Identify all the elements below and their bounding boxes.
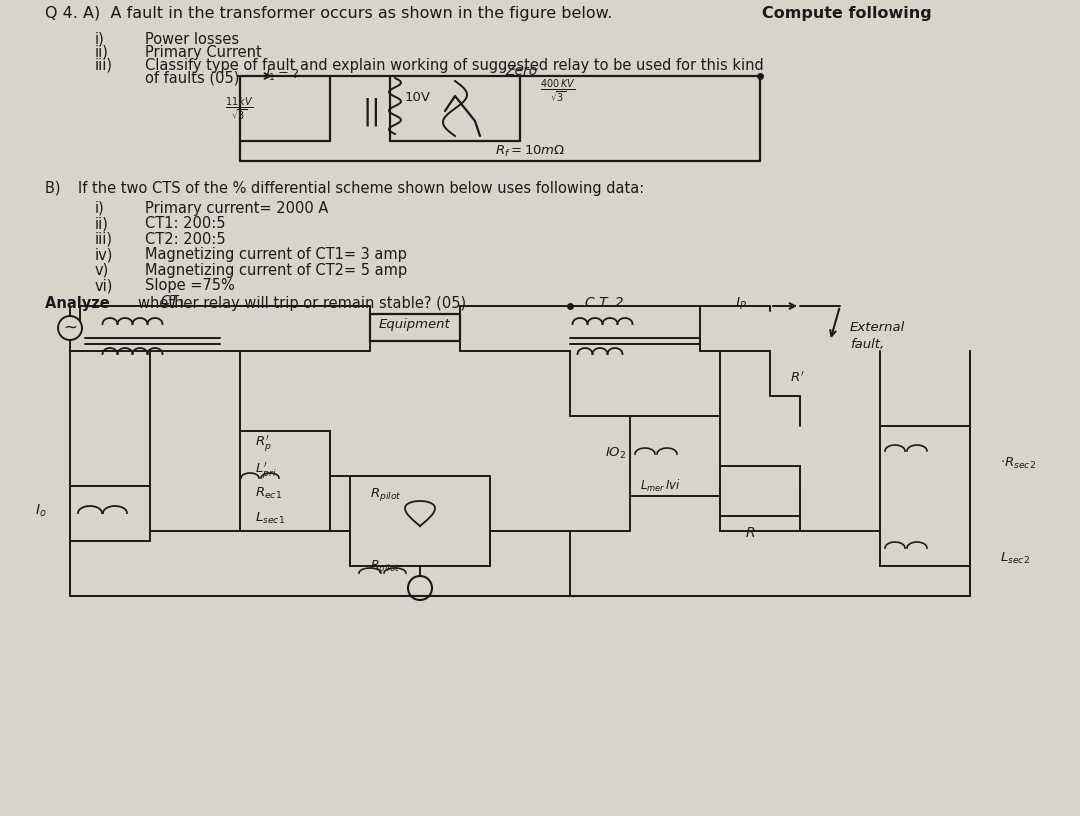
Text: Power losses: Power losses <box>145 32 239 47</box>
Text: $\frac{11\,kV}{\sqrt{3}}$: $\frac{11\,kV}{\sqrt{3}}$ <box>225 96 254 123</box>
Text: iii): iii) <box>95 232 113 247</box>
Text: $R_f = 10m\Omega$: $R_f = 10m\Omega$ <box>495 144 566 159</box>
Text: Primary Current: Primary Current <box>145 45 261 60</box>
Text: $R'$: $R'$ <box>789 371 805 385</box>
Text: vi): vi) <box>95 278 113 294</box>
Bar <box>240 431 330 531</box>
Bar <box>720 466 800 516</box>
Text: ||: || <box>362 98 380 126</box>
Text: $\frac{400\,KV}{\sqrt{3}}$: $\frac{400\,KV}{\sqrt{3}}$ <box>540 78 576 106</box>
Text: $I_o$: $I_o$ <box>35 503 46 519</box>
Bar <box>70 486 150 541</box>
Text: fault,: fault, <box>850 338 885 351</box>
Text: $L_{sec2}$: $L_{sec2}$ <box>1000 551 1030 566</box>
Text: Zero: Zero <box>505 64 537 78</box>
Bar <box>370 314 460 341</box>
Text: ii): ii) <box>95 216 109 232</box>
Text: C.T. 2: C.T. 2 <box>585 296 623 310</box>
Text: $I_P$: $I_P$ <box>735 296 747 313</box>
Text: $IO_2$: $IO_2$ <box>605 446 626 461</box>
Text: ~: ~ <box>63 319 77 337</box>
Text: Equipment: Equipment <box>379 318 450 331</box>
Text: $I_1 = ?$: $I_1 = ?$ <box>265 68 299 83</box>
Text: Magnetizing current of CT2= 5 amp: Magnetizing current of CT2= 5 amp <box>145 263 407 278</box>
Text: Compute following: Compute following <box>762 6 932 21</box>
Text: If the two CTS of the % differential scheme shown below uses following data:: If the two CTS of the % differential sch… <box>78 181 645 196</box>
Text: Analyze: Analyze <box>45 296 114 311</box>
Text: ii): ii) <box>95 45 109 60</box>
Text: CT1: 200:5: CT1: 200:5 <box>145 216 226 232</box>
Text: Primary current= 2000 A: Primary current= 2000 A <box>145 201 328 216</box>
Text: v): v) <box>95 263 109 278</box>
Text: Slope =75%: Slope =75% <box>145 278 234 294</box>
Text: CT2: 200:5: CT2: 200:5 <box>145 232 226 247</box>
Bar <box>630 416 720 496</box>
Bar <box>350 476 490 566</box>
Text: iii): iii) <box>95 58 113 73</box>
Text: i): i) <box>95 201 105 216</box>
Text: Magnetizing current of CT1= 3 amp: Magnetizing current of CT1= 3 amp <box>145 247 407 263</box>
Text: External: External <box>850 321 905 334</box>
Text: $\cdot R_{sec2}$: $\cdot R_{sec2}$ <box>1000 456 1036 471</box>
Text: 10V: 10V <box>405 91 431 104</box>
Text: Classify type of fault and explain working of suggested relay to be used for thi: Classify type of fault and explain worki… <box>145 58 764 73</box>
Text: iv): iv) <box>95 247 113 263</box>
Text: $L_{sec1}$: $L_{sec1}$ <box>255 511 285 526</box>
Text: $R_{pilot}$: $R_{pilot}$ <box>370 558 401 575</box>
Text: $L_{mer}\,Ivi$: $L_{mer}\,Ivi$ <box>640 478 680 494</box>
Text: of faults (05): of faults (05) <box>145 71 240 86</box>
Text: $R_{ec1}$: $R_{ec1}$ <box>255 486 282 501</box>
Text: B): B) <box>45 181 65 196</box>
Text: $R_p'$: $R_p'$ <box>255 433 272 453</box>
Bar <box>880 426 970 566</box>
Text: i): i) <box>95 32 105 47</box>
Text: $R_{pilot}$: $R_{pilot}$ <box>370 486 402 503</box>
Text: $CT_1$: $CT_1$ <box>160 294 186 310</box>
Text: whether relay will trip or remain stable? (05): whether relay will trip or remain stable… <box>138 296 467 311</box>
Text: Q 4. A)  A fault in the transformer occurs as shown in the figure below.: Q 4. A) A fault in the transformer occur… <box>45 6 618 21</box>
Text: $L_{pri}'$: $L_{pri}'$ <box>255 461 276 481</box>
Text: R: R <box>745 526 755 540</box>
